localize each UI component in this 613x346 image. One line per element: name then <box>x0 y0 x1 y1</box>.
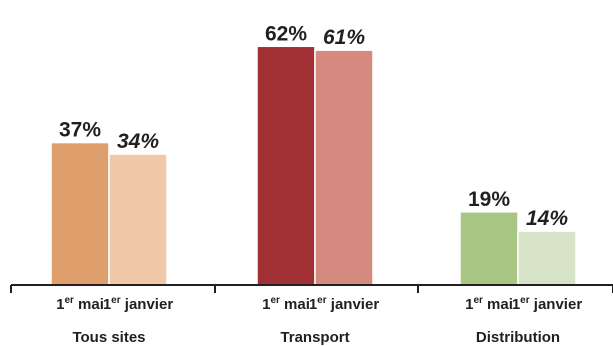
labels-layer: 37% 1er mai 34% 1er janvier Tous sites 62% 1er… <box>56 22 582 346</box>
group-label-1: Transport <box>280 329 349 346</box>
bar-label-0-0: 1er mai <box>56 295 104 313</box>
group-label-2: Distribution <box>476 329 560 346</box>
value-label-0-1: 34% <box>117 130 159 153</box>
bar-label-2-0: 1er mai <box>465 295 513 313</box>
bar-0-1 <box>108 153 168 286</box>
bar-0-0 <box>50 141 110 286</box>
bars-layer <box>50 45 577 286</box>
bar-1-0 <box>256 45 316 286</box>
group-label-0: Tous sites <box>72 329 145 346</box>
bar-label-2-1: 1er janvier <box>512 295 582 313</box>
axis-ticks-layer <box>10 285 613 293</box>
value-label-2-0: 19% <box>468 188 510 211</box>
bar-label-1-1: 1er janvier <box>309 295 379 313</box>
bar-label-1-0: 1er mai <box>262 295 310 313</box>
bar-1-1 <box>314 49 374 286</box>
value-label-0-0: 37% <box>59 119 101 142</box>
bar-2-1 <box>517 230 577 286</box>
bar-label-0-1: 1er janvier <box>103 295 173 313</box>
value-label-1-0: 62% <box>265 22 307 45</box>
bar-2-0 <box>459 211 519 286</box>
value-label-2-1: 14% <box>526 207 568 230</box>
value-label-1-1: 61% <box>323 26 365 49</box>
